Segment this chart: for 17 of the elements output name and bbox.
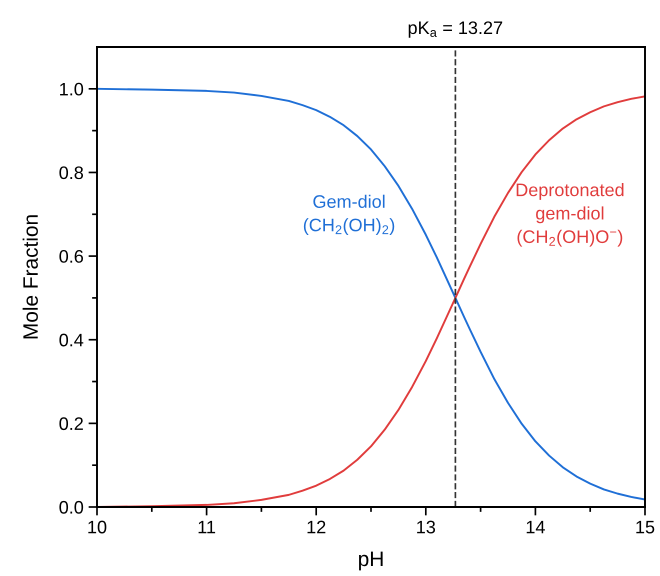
x-tick-label: 11	[198, 520, 216, 534]
y-tick-label: 1.0	[60, 82, 84, 96]
x-axis-title: pH	[359, 552, 383, 570]
y-tick-label: 0.6	[59, 250, 84, 263]
y-tick-label: 0.0	[59, 500, 84, 514]
x-tick-label: 14	[526, 520, 545, 534]
y-axis-title: Mole Fraction	[22, 215, 38, 338]
y-tick-label: 0.8	[59, 166, 84, 180]
series-label: Deprotonated gem-diol (CH$_{2}$(OH)O$^{−}$)	[516, 183, 624, 247]
x-tick-label: 13	[417, 520, 436, 534]
series-label: Gem-diol (CH$_{2}$(OH)$_{2}$)	[304, 194, 394, 235]
x-tick-label: 10	[88, 520, 106, 534]
y-tick-label: 0.4	[59, 334, 84, 346]
x-tick-label: 12	[308, 520, 326, 534]
ref-line-label: pK$_{a}$ = 13.27	[408, 21, 502, 38]
y-tick-label: 0.2	[59, 417, 83, 430]
x-tick-label: 15	[636, 520, 654, 534]
